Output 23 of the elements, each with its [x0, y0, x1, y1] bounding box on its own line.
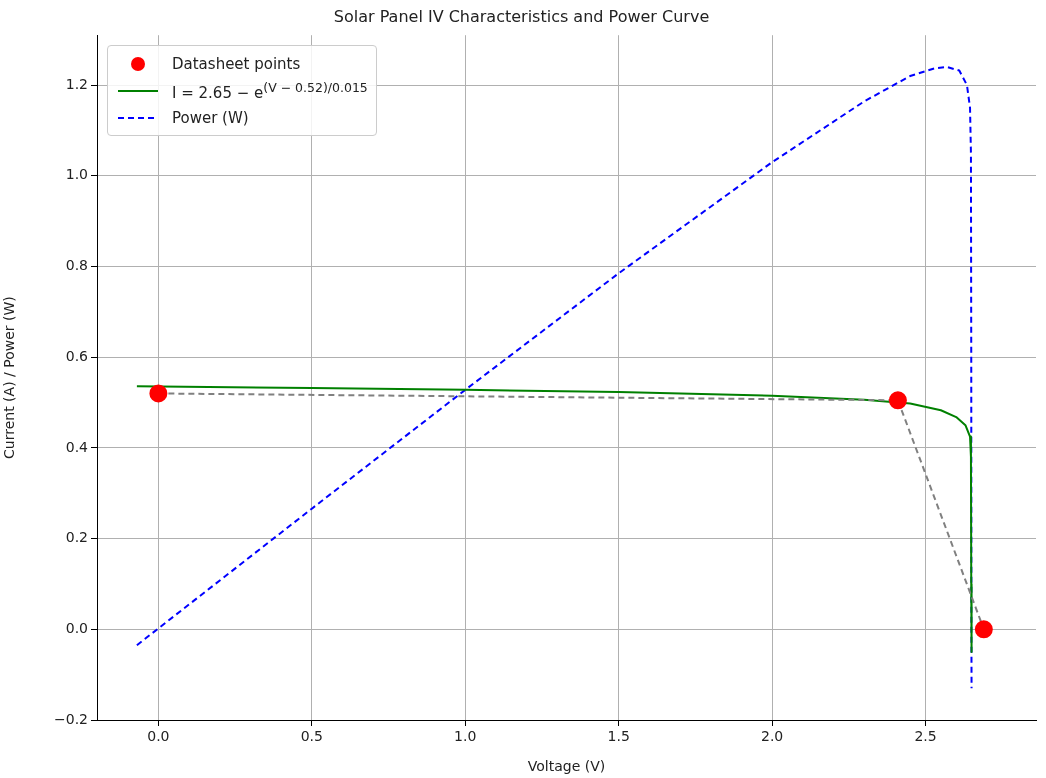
x-tick-label: 0.0 [147, 728, 170, 745]
chart-title: Solar Panel IV Characteristics and Power Curve [333, 6, 710, 26]
x-tick-label: 2.0 [760, 728, 784, 745]
y-tick-label: 1.2 [65, 75, 88, 92]
x-tick-label: 2.5 [914, 728, 937, 745]
x-tick-label: 1.5 [607, 728, 630, 745]
y-tick-label: 0.0 [65, 619, 88, 636]
y-tick-label: 0.2 [65, 529, 88, 546]
y-tick-label: 1.0 [65, 166, 88, 183]
point [149, 384, 168, 403]
y-tick-label: −0.2 [54, 710, 88, 727]
y-axis-title: Current (A) / Power (W) [1, 296, 18, 459]
y-tick-label: 0.6 [65, 347, 89, 364]
x-axis-title: Voltage (V) [527, 758, 606, 775]
y-tick-label: 0.8 [65, 257, 88, 274]
x-tick-label: 0.5 [300, 728, 323, 745]
legend-label: Datasheet points [172, 54, 301, 73]
legend-label: I = 2.65 − e$^{(V − 0.52)/0.015}$ [172, 79, 368, 102]
x-tick-label: 1.0 [454, 728, 477, 745]
y-tick-label: 0.4 [65, 438, 89, 455]
point [974, 620, 993, 639]
legend-label: Power (W) [172, 108, 249, 127]
point [888, 391, 907, 410]
